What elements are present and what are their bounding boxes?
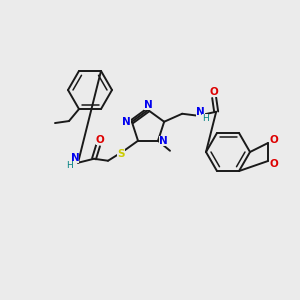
Text: O: O bbox=[270, 159, 278, 169]
Text: O: O bbox=[210, 87, 218, 97]
Text: N: N bbox=[159, 136, 167, 146]
Text: H: H bbox=[202, 114, 208, 123]
Text: N: N bbox=[196, 107, 205, 117]
Text: O: O bbox=[96, 135, 104, 145]
Text: N: N bbox=[122, 117, 131, 127]
Text: S: S bbox=[117, 149, 125, 159]
Text: N: N bbox=[70, 153, 80, 163]
Text: N: N bbox=[144, 100, 152, 110]
Text: H: H bbox=[66, 161, 72, 170]
Text: O: O bbox=[270, 135, 278, 145]
